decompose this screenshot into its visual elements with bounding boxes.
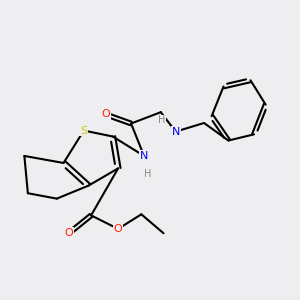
Text: O: O xyxy=(101,109,110,119)
Text: O: O xyxy=(64,228,73,238)
Text: N: N xyxy=(172,127,180,136)
Text: O: O xyxy=(114,224,122,234)
Text: H: H xyxy=(144,169,151,178)
Text: H: H xyxy=(158,115,165,125)
Text: S: S xyxy=(80,125,87,136)
Text: N: N xyxy=(140,151,148,161)
